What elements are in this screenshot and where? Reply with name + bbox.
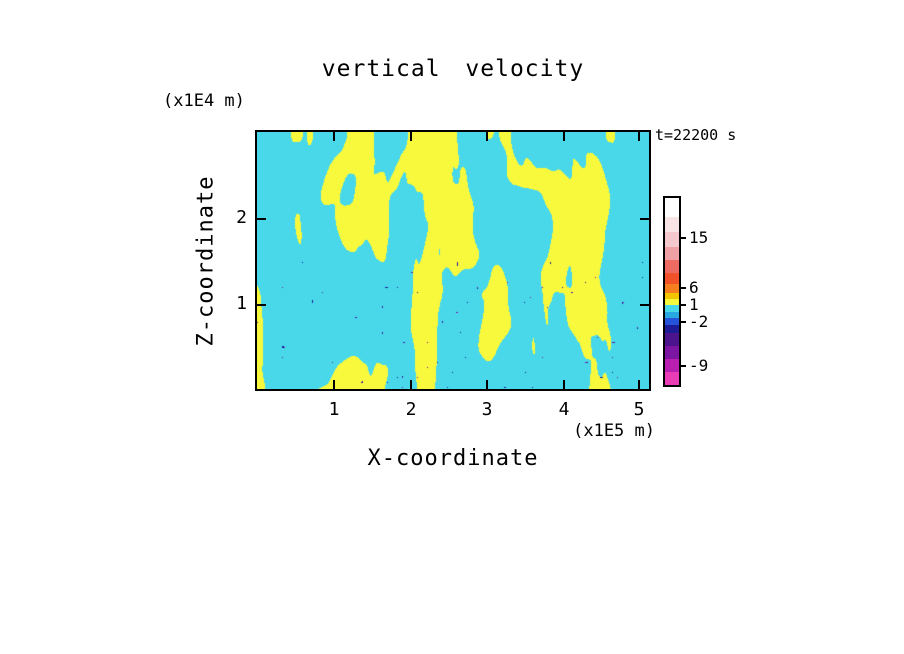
y-tick-mark [257, 304, 266, 306]
x-tick-mark [333, 132, 335, 141]
colorbar [663, 196, 681, 387]
colorbar-segment [665, 272, 679, 284]
y-tick-label: 1 [236, 293, 247, 314]
y-axis-title: Z-coordinate [193, 175, 219, 347]
x-axis-unit-label: (x1E5 m) [573, 421, 655, 441]
x-tick-mark [563, 132, 565, 141]
x-tick-mark [638, 380, 640, 389]
colorbar-tick-mark [681, 303, 686, 306]
x-axis-title: X-coordinate [367, 446, 539, 471]
colorbar-tick-label: 15 [689, 228, 709, 248]
x-tick-label: 2 [405, 399, 417, 420]
colorbar-segment [665, 293, 679, 299]
x-tick-mark [638, 132, 640, 141]
colorbar-segment [665, 304, 679, 312]
colorbar-segment [665, 198, 679, 217]
colorbar-tick-mark [681, 286, 686, 289]
x-tick-mark [333, 380, 335, 389]
colorbar-segment [665, 259, 679, 273]
colorbar-segment [665, 216, 679, 232]
colorbar-segment [665, 317, 679, 326]
x-tick-label: 1 [328, 399, 340, 420]
colorbar-segment [665, 332, 679, 346]
y-tick-mark [640, 218, 649, 220]
x-tick-mark [486, 132, 488, 141]
colorbar-segment [665, 283, 679, 294]
x-tick-label: 4 [558, 399, 570, 420]
colorbar-tick-label: -2 [689, 312, 709, 332]
time-label: t=22200 s [655, 126, 737, 144]
colorbar-segment [665, 231, 679, 247]
colorbar-tick-label: -9 [689, 355, 709, 375]
x-tick-mark [563, 380, 565, 389]
chart-title: vertical velocity [321, 56, 585, 82]
colorbar-segment [665, 312, 679, 318]
colorbar-segment [665, 358, 679, 372]
colorbar-tick-mark [681, 237, 686, 240]
x-tick-label: 3 [481, 399, 493, 420]
colorbar-segment [665, 325, 679, 333]
y-tick-label: 2 [236, 207, 247, 228]
y-axis-unit-label: (x1E4 m) [163, 91, 245, 111]
colorbar-tick-label: 1 [689, 294, 699, 314]
x-tick-mark [410, 132, 412, 141]
colorbar-tick-mark [681, 364, 686, 367]
colorbar-tick-mark [681, 321, 686, 324]
heatmap-field-canvas [257, 132, 649, 389]
x-tick-label: 5 [633, 399, 645, 420]
x-tick-mark [486, 380, 488, 389]
x-tick-mark [410, 380, 412, 389]
colorbar-segment [665, 298, 679, 305]
y-tick-mark [257, 218, 266, 220]
colorbar-tick-label: 6 [689, 277, 699, 297]
colorbar-segment [665, 345, 679, 359]
y-tick-mark [640, 304, 649, 306]
plot-frame [255, 130, 651, 391]
colorbar-segment [665, 246, 679, 260]
colorbar-segment [665, 371, 679, 385]
